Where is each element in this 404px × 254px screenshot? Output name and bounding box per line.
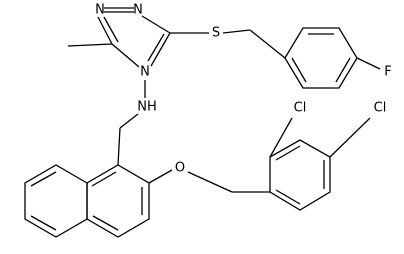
atom-label: NH [137,100,157,115]
atom-label: F [384,65,391,80]
atom-label: S [212,26,220,41]
bonds [24,7,381,238]
atom-label: Cl [294,101,307,116]
atom-label: O [175,161,185,176]
atom-label: N [95,3,105,18]
atom-label: Cl [374,101,387,116]
atom-label: N [133,3,143,18]
atom-label: N [140,65,150,80]
